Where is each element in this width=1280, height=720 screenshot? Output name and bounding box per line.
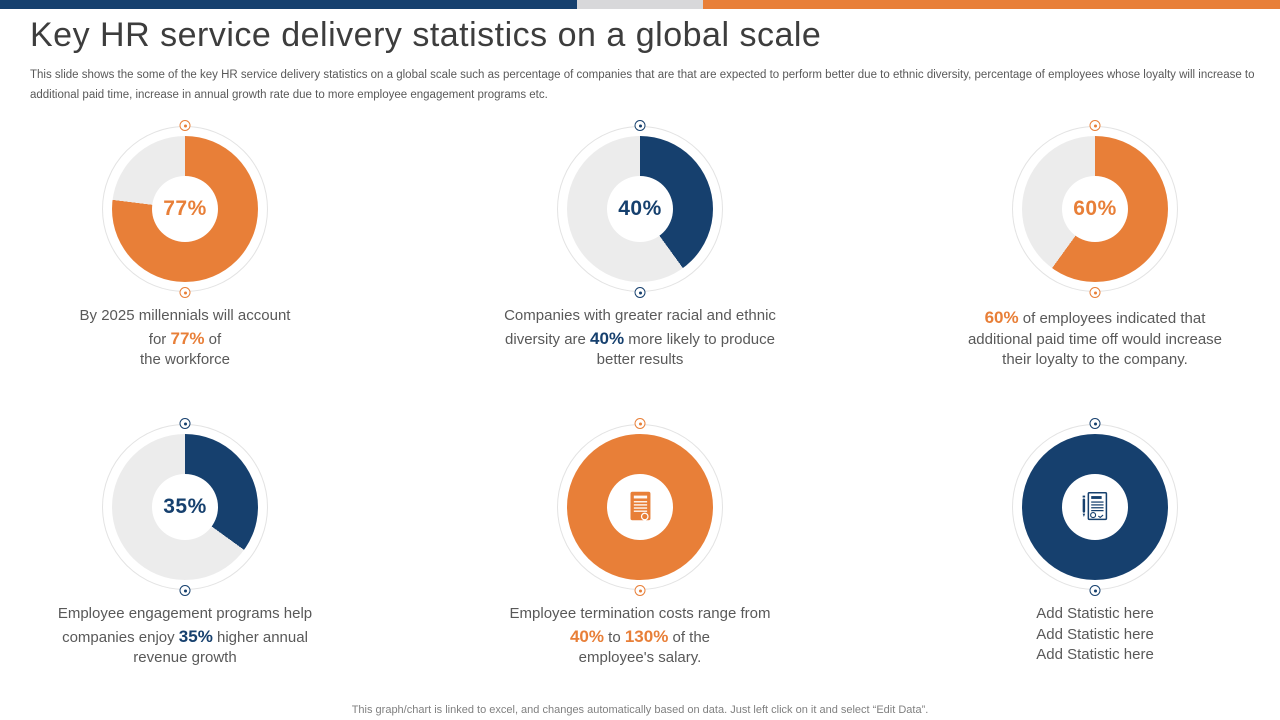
bullseye-marker-top-icon (634, 120, 646, 131)
donut-ring: 60% (1022, 136, 1168, 282)
donut-chart[interactable]: 35% (102, 418, 268, 596)
caption-highlight: 40% (590, 328, 625, 348)
caption-text: Employee termination costs range from (509, 605, 771, 622)
percent-label: 60% (1073, 197, 1117, 220)
stat-caption: Add Statistic here Add Statistic here Ad… (1036, 604, 1154, 666)
page-subtitle: This slide shows the some of the key HR … (30, 69, 1255, 101)
caption-highlight: 77% (170, 328, 205, 348)
bullseye-marker-top-icon (179, 120, 191, 131)
caption-text: of the employee's salary. (578, 628, 711, 667)
top-bar-segment-orange (702, 0, 1280, 9)
donut-chart[interactable]: 77% (102, 120, 268, 298)
stat-caption: By 2025 millennials will account for 77%… (80, 306, 291, 371)
stat-card-5: Employee termination costs range from 40… (455, 418, 825, 669)
donut-center: 35% (152, 474, 218, 540)
bullseye-marker-top-icon (1089, 120, 1101, 131)
document-pen-icon (1076, 488, 1114, 526)
caption-text: Add Statistic here Add Statistic here Ad… (1036, 605, 1154, 664)
donut-ring: 35% (112, 434, 258, 580)
donut-chart[interactable] (1012, 418, 1178, 596)
percent-label: 35% (163, 495, 207, 518)
stat-caption: 60% of employees indicated that addition… (968, 306, 1222, 371)
stat-card-2: 40% Companies with greater racial and et… (455, 120, 825, 371)
top-bar-segment-navy (0, 0, 578, 9)
bullseye-marker-bottom-icon (179, 287, 191, 298)
donut-ring: 77% (112, 136, 258, 282)
bullseye-marker-bottom-icon (1089, 287, 1101, 298)
bullseye-marker-top-icon (634, 418, 646, 429)
bullseye-marker-bottom-icon (634, 287, 646, 298)
stat-card-6: Add Statistic here Add Statistic here Ad… (910, 418, 1280, 669)
donut-center: 60% (1062, 176, 1128, 242)
caption-highlight: 60% (984, 308, 1019, 327)
donut-ring (1022, 434, 1168, 580)
caption-highlight: 40% (569, 626, 604, 646)
donut-chart[interactable] (557, 418, 723, 596)
stat-caption: Employee termination costs range from 40… (510, 604, 771, 669)
caption-text: more likely to produce better results (596, 330, 775, 369)
stats-row-1: 77% By 2025 millennials will account for… (0, 120, 1280, 371)
bullseye-marker-top-icon (179, 418, 191, 429)
donut-center: 40% (607, 176, 673, 242)
caption-text: higher annual revenue growth (133, 628, 308, 667)
top-bar-segment-gray (577, 0, 703, 9)
caption-text: to (603, 628, 625, 646)
bullseye-marker-bottom-icon (634, 585, 646, 596)
caption-text: Companies with greater racial and ethnic… (504, 307, 776, 348)
donut-chart[interactable]: 40% (557, 120, 723, 298)
bullseye-marker-bottom-icon (179, 585, 191, 596)
stat-card-1: 77% By 2025 millennials will account for… (0, 120, 370, 371)
donut-center (607, 474, 673, 540)
percent-label: 40% (618, 197, 662, 220)
page-title: Key HR service delivery statistics on a … (30, 16, 822, 54)
caption-text: of the workforce (139, 330, 231, 369)
caption-text: By 2025 millennials will account for (79, 307, 291, 348)
donut-chart[interactable]: 60% (1012, 120, 1178, 298)
bullseye-marker-top-icon (1089, 418, 1101, 429)
stat-card-3: 60% 60% of employees indicated that addi… (910, 120, 1280, 371)
caption-text: of employees indicated that additional p… (967, 310, 1223, 369)
footer-note: This graph/chart is linked to excel, and… (351, 704, 929, 716)
stat-caption: Employee engagement programs help compan… (58, 604, 312, 669)
stats-row-2: 35% Employee engagement programs help co… (0, 418, 1280, 669)
stat-card-4: 35% Employee engagement programs help co… (0, 418, 370, 669)
donut-center: 77% (152, 176, 218, 242)
caption-highlight: 130% (624, 626, 669, 646)
donut-ring (567, 434, 713, 580)
certificate-icon (621, 488, 659, 526)
donut-center (1062, 474, 1128, 540)
donut-ring: 40% (567, 136, 713, 282)
percent-label: 77% (163, 197, 207, 220)
top-accent-bar (0, 0, 1280, 9)
stat-caption: Companies with greater racial and ethnic… (504, 306, 776, 371)
bullseye-marker-bottom-icon (1089, 585, 1101, 596)
caption-text: Employee engagement programs help compan… (57, 605, 313, 646)
caption-highlight: 35% (178, 626, 213, 646)
